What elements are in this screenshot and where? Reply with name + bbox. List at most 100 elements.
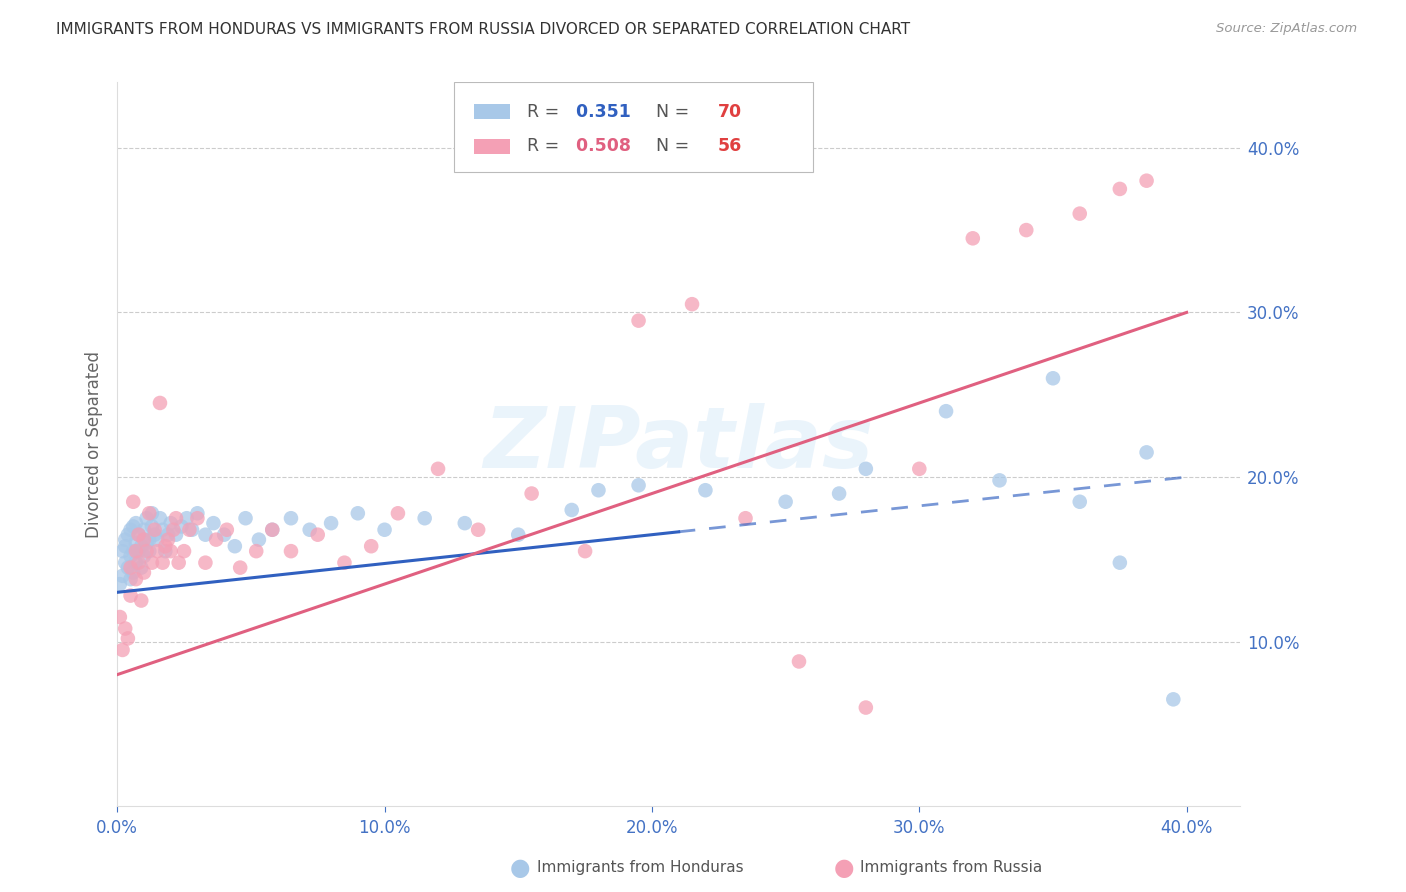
Point bbox=[346, 506, 368, 520]
Point bbox=[152, 556, 174, 570]
Text: N =: N = bbox=[645, 103, 695, 120]
Point bbox=[129, 539, 152, 553]
Point bbox=[828, 486, 851, 500]
Point bbox=[129, 593, 152, 607]
Point bbox=[122, 495, 145, 509]
Point bbox=[734, 511, 756, 525]
Point bbox=[146, 533, 169, 547]
Point bbox=[186, 511, 208, 525]
Point bbox=[141, 519, 163, 533]
Point bbox=[229, 560, 252, 574]
Point bbox=[143, 527, 166, 541]
Point bbox=[111, 643, 134, 657]
Point bbox=[627, 313, 650, 327]
Point bbox=[298, 523, 321, 537]
Point bbox=[149, 396, 172, 410]
Point bbox=[787, 655, 810, 669]
Point bbox=[138, 506, 160, 520]
Text: R =: R = bbox=[527, 103, 565, 120]
Point bbox=[235, 511, 257, 525]
Point bbox=[156, 533, 179, 547]
Point bbox=[167, 556, 190, 570]
Point bbox=[143, 523, 166, 537]
Point bbox=[159, 516, 181, 531]
Point bbox=[413, 511, 436, 525]
Point bbox=[125, 556, 148, 570]
Point bbox=[108, 577, 131, 591]
Point bbox=[1042, 371, 1064, 385]
Point bbox=[135, 511, 157, 525]
Point bbox=[280, 544, 302, 558]
Point bbox=[128, 556, 150, 570]
Point bbox=[125, 536, 148, 550]
Point bbox=[117, 527, 139, 541]
Point bbox=[775, 495, 797, 509]
Point bbox=[427, 462, 450, 476]
Text: ●: ● bbox=[510, 856, 530, 880]
Point bbox=[1163, 692, 1185, 706]
Point bbox=[132, 523, 155, 537]
Point bbox=[114, 533, 136, 547]
Text: 56: 56 bbox=[718, 137, 742, 155]
Point bbox=[1135, 174, 1157, 188]
Point bbox=[280, 511, 302, 525]
Text: Immigrants from Honduras: Immigrants from Honduras bbox=[537, 861, 744, 875]
Point bbox=[149, 511, 172, 525]
Point bbox=[108, 610, 131, 624]
Point bbox=[111, 569, 134, 583]
Y-axis label: Divorced or Separated: Divorced or Separated bbox=[86, 351, 103, 538]
Point bbox=[128, 527, 150, 541]
Point bbox=[155, 539, 177, 553]
Text: 0.508: 0.508 bbox=[569, 137, 631, 155]
Point bbox=[165, 511, 187, 525]
Point bbox=[1135, 445, 1157, 459]
Point bbox=[205, 533, 228, 547]
Point bbox=[141, 556, 163, 570]
Point bbox=[173, 544, 195, 558]
Point bbox=[520, 486, 543, 500]
Point bbox=[122, 544, 145, 558]
Point bbox=[141, 506, 163, 520]
Point bbox=[202, 516, 225, 531]
Point bbox=[170, 519, 193, 533]
Point bbox=[138, 544, 160, 558]
Point bbox=[245, 544, 267, 558]
Point bbox=[695, 483, 717, 498]
Point bbox=[125, 572, 148, 586]
Point bbox=[467, 523, 489, 537]
Point bbox=[125, 544, 148, 558]
Point bbox=[132, 533, 155, 547]
Point bbox=[122, 566, 145, 580]
Point bbox=[181, 523, 204, 537]
Text: IMMIGRANTS FROM HONDURAS VS IMMIGRANTS FROM RUSSIA DIVORCED OR SEPARATED CORRELA: IMMIGRANTS FROM HONDURAS VS IMMIGRANTS F… bbox=[56, 22, 910, 37]
Point bbox=[212, 527, 235, 541]
Point bbox=[360, 539, 382, 553]
Point bbox=[681, 297, 703, 311]
Point bbox=[117, 632, 139, 646]
Point bbox=[333, 556, 356, 570]
Text: 70: 70 bbox=[718, 103, 742, 120]
Point bbox=[454, 516, 477, 531]
Point bbox=[247, 533, 270, 547]
Text: ●: ● bbox=[834, 856, 853, 880]
Point bbox=[132, 549, 155, 563]
Point bbox=[561, 503, 583, 517]
Point bbox=[855, 700, 877, 714]
Point bbox=[146, 544, 169, 558]
Point bbox=[194, 556, 217, 570]
Point bbox=[156, 527, 179, 541]
Point bbox=[165, 527, 187, 541]
Point bbox=[120, 560, 142, 574]
FancyBboxPatch shape bbox=[474, 139, 510, 153]
Point bbox=[128, 527, 150, 541]
Point bbox=[387, 506, 409, 520]
Point bbox=[135, 536, 157, 550]
Point bbox=[224, 539, 246, 553]
Text: Source: ZipAtlas.com: Source: ZipAtlas.com bbox=[1216, 22, 1357, 36]
Point bbox=[117, 560, 139, 574]
Point bbox=[135, 544, 157, 558]
Point bbox=[132, 566, 155, 580]
Point bbox=[855, 462, 877, 476]
Point bbox=[374, 523, 396, 537]
Point bbox=[114, 539, 136, 553]
